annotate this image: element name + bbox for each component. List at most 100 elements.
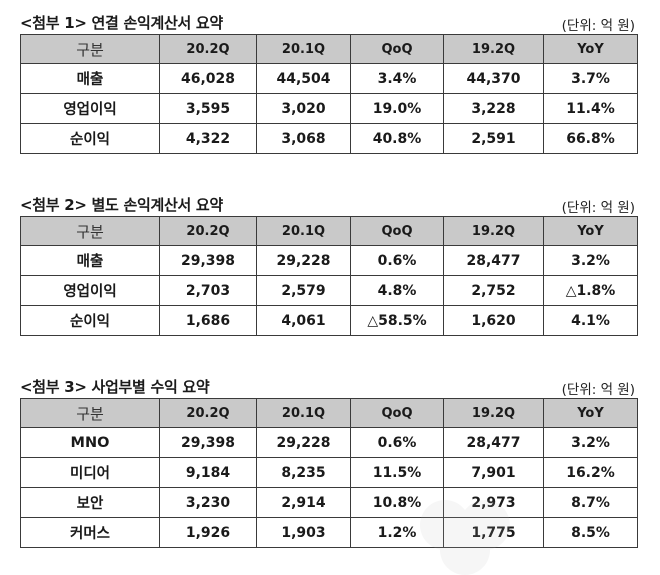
table-row: 영업이익 3,595 3,020 19.0% 3,228 11.4% <box>20 93 638 124</box>
cell-value: 2,591 <box>443 123 544 154</box>
column-header-19-2q: 19.2Q <box>443 34 544 64</box>
consolidated-income-summary: <첨부 1> 연결 손익계산서 요약 (단위: 억 원) 구분 20.2Q 20… <box>20 12 638 154</box>
cell-value: 7,901 <box>443 457 544 488</box>
table-row: 영업이익 2,703 2,579 4.8% 2,752 △1.8% <box>20 275 638 306</box>
row-label: MNO <box>20 427 160 458</box>
cell-value: 66.8% <box>543 123 638 154</box>
cell-value: 1.2% <box>350 517 444 548</box>
cell-value: 4.8% <box>350 275 444 306</box>
cell-value: 16.2% <box>543 457 638 488</box>
cell-value: 1,903 <box>256 517 351 548</box>
section-header: <첨부 3> 사업부별 수익 요약 (단위: 억 원) <box>20 376 637 398</box>
table-row: MNO 29,398 29,228 0.6% 28,477 3.2% <box>20 427 638 458</box>
column-header-20-1q: 20.1Q <box>256 34 351 64</box>
row-label: 미디어 <box>20 457 160 488</box>
table-row: 미디어 9,184 8,235 11.5% 7,901 16.2% <box>20 457 638 488</box>
cell-value: 1,686 <box>159 305 257 336</box>
table-row: 커머스 1,926 1,903 1.2% 1,775 8.5% <box>20 517 638 548</box>
cell-value: 8.7% <box>543 487 638 518</box>
cell-value: 28,477 <box>443 245 544 276</box>
cell-value: 0.6% <box>350 245 444 276</box>
cell-value: 3.4% <box>350 63 444 94</box>
column-header-20-2q: 20.2Q <box>159 34 257 64</box>
cell-value: 46,028 <box>159 63 257 94</box>
row-label: 커머스 <box>20 517 160 548</box>
cell-value: 2,579 <box>256 275 351 306</box>
table-row: 순이익 1,686 4,061 △58.5% 1,620 4.1% <box>20 305 638 336</box>
table-row: 순이익 4,322 3,068 40.8% 2,591 66.8% <box>20 123 638 154</box>
unit-label: (단위: 억 원) <box>561 382 635 398</box>
column-header-category: 구분 <box>20 398 160 428</box>
row-label: 매출 <box>20 245 160 276</box>
unit-label: (단위: 억 원) <box>561 18 635 34</box>
summary-table: 구분 20.2Q 20.1Q QoQ 19.2Q YoY 매출 46,028 4… <box>20 34 638 154</box>
column-header-19-2q: 19.2Q <box>443 398 544 428</box>
cell-value: 3,020 <box>256 93 351 124</box>
column-header-category: 구분 <box>20 34 160 64</box>
cell-value: 10.8% <box>350 487 444 518</box>
column-header-20-2q: 20.2Q <box>159 216 257 246</box>
column-header-qoq: QoQ <box>350 34 444 64</box>
cell-value: 19.0% <box>350 93 444 124</box>
section-title: <첨부 3> 사업부별 수익 요약 <box>20 378 210 396</box>
column-header-20-2q: 20.2Q <box>159 398 257 428</box>
cell-value: 8.5% <box>543 517 638 548</box>
column-header-20-1q: 20.1Q <box>256 398 351 428</box>
row-label: 보안 <box>20 487 160 518</box>
row-label: 순이익 <box>20 305 160 336</box>
summary-table: 구분 20.2Q 20.1Q QoQ 19.2Q YoY MNO 29,398 … <box>20 398 638 548</box>
row-label: 매출 <box>20 63 160 94</box>
column-header-yoy: YoY <box>543 398 638 428</box>
cell-value: 40.8% <box>350 123 444 154</box>
cell-value: 4,322 <box>159 123 257 154</box>
column-header-yoy: YoY <box>543 34 638 64</box>
column-header-20-1q: 20.1Q <box>256 216 351 246</box>
table-row: 보안 3,230 2,914 10.8% 2,973 8.7% <box>20 487 638 518</box>
cell-value: 29,398 <box>159 245 257 276</box>
column-header-qoq: QoQ <box>350 398 444 428</box>
summary-table: 구분 20.2Q 20.1Q QoQ 19.2Q YoY 매출 29,398 2… <box>20 216 638 336</box>
cell-value: 2,703 <box>159 275 257 306</box>
cell-value: 3,230 <box>159 487 257 518</box>
unit-label: (단위: 억 원) <box>561 200 635 216</box>
cell-value: 29,398 <box>159 427 257 458</box>
cell-value: 1,620 <box>443 305 544 336</box>
cell-value: 2,973 <box>443 487 544 518</box>
table-row: 매출 46,028 44,504 3.4% 44,370 3.7% <box>20 63 638 94</box>
column-header-category: 구분 <box>20 216 160 246</box>
table-header-row: 구분 20.2Q 20.1Q QoQ 19.2Q YoY <box>20 34 638 64</box>
cell-value: 29,228 <box>256 427 351 458</box>
cell-value: 1,926 <box>159 517 257 548</box>
row-label: 순이익 <box>20 123 160 154</box>
cell-value: 2,752 <box>443 275 544 306</box>
cell-value: 11.4% <box>543 93 638 124</box>
cell-value: 8,235 <box>256 457 351 488</box>
cell-value: 4.1% <box>543 305 638 336</box>
cell-value: 11.5% <box>350 457 444 488</box>
cell-value: △58.5% <box>350 305 444 336</box>
cell-value: 3,068 <box>256 123 351 154</box>
row-label: 영업이익 <box>20 93 160 124</box>
cell-value: 3.2% <box>543 427 638 458</box>
segment-revenue-summary: <첨부 3> 사업부별 수익 요약 (단위: 억 원) 구분 20.2Q 20.… <box>20 376 638 548</box>
column-header-19-2q: 19.2Q <box>443 216 544 246</box>
cell-value: 3,595 <box>159 93 257 124</box>
cell-value: 44,504 <box>256 63 351 94</box>
section-title: <첨부 2> 별도 손익계산서 요약 <box>20 196 223 214</box>
table-header-row: 구분 20.2Q 20.1Q QoQ 19.2Q YoY <box>20 398 638 428</box>
cell-value: 3.7% <box>543 63 638 94</box>
cell-value: 44,370 <box>443 63 544 94</box>
cell-value: 1,775 <box>443 517 544 548</box>
cell-value: 3.2% <box>543 245 638 276</box>
cell-value: 0.6% <box>350 427 444 458</box>
table-row: 매출 29,398 29,228 0.6% 28,477 3.2% <box>20 245 638 276</box>
cell-value: 3,228 <box>443 93 544 124</box>
cell-value: 28,477 <box>443 427 544 458</box>
row-label: 영업이익 <box>20 275 160 306</box>
column-header-yoy: YoY <box>543 216 638 246</box>
table-header-row: 구분 20.2Q 20.1Q QoQ 19.2Q YoY <box>20 216 638 246</box>
cell-value: △1.8% <box>543 275 638 306</box>
cell-value: 29,228 <box>256 245 351 276</box>
column-header-qoq: QoQ <box>350 216 444 246</box>
cell-value: 2,914 <box>256 487 351 518</box>
